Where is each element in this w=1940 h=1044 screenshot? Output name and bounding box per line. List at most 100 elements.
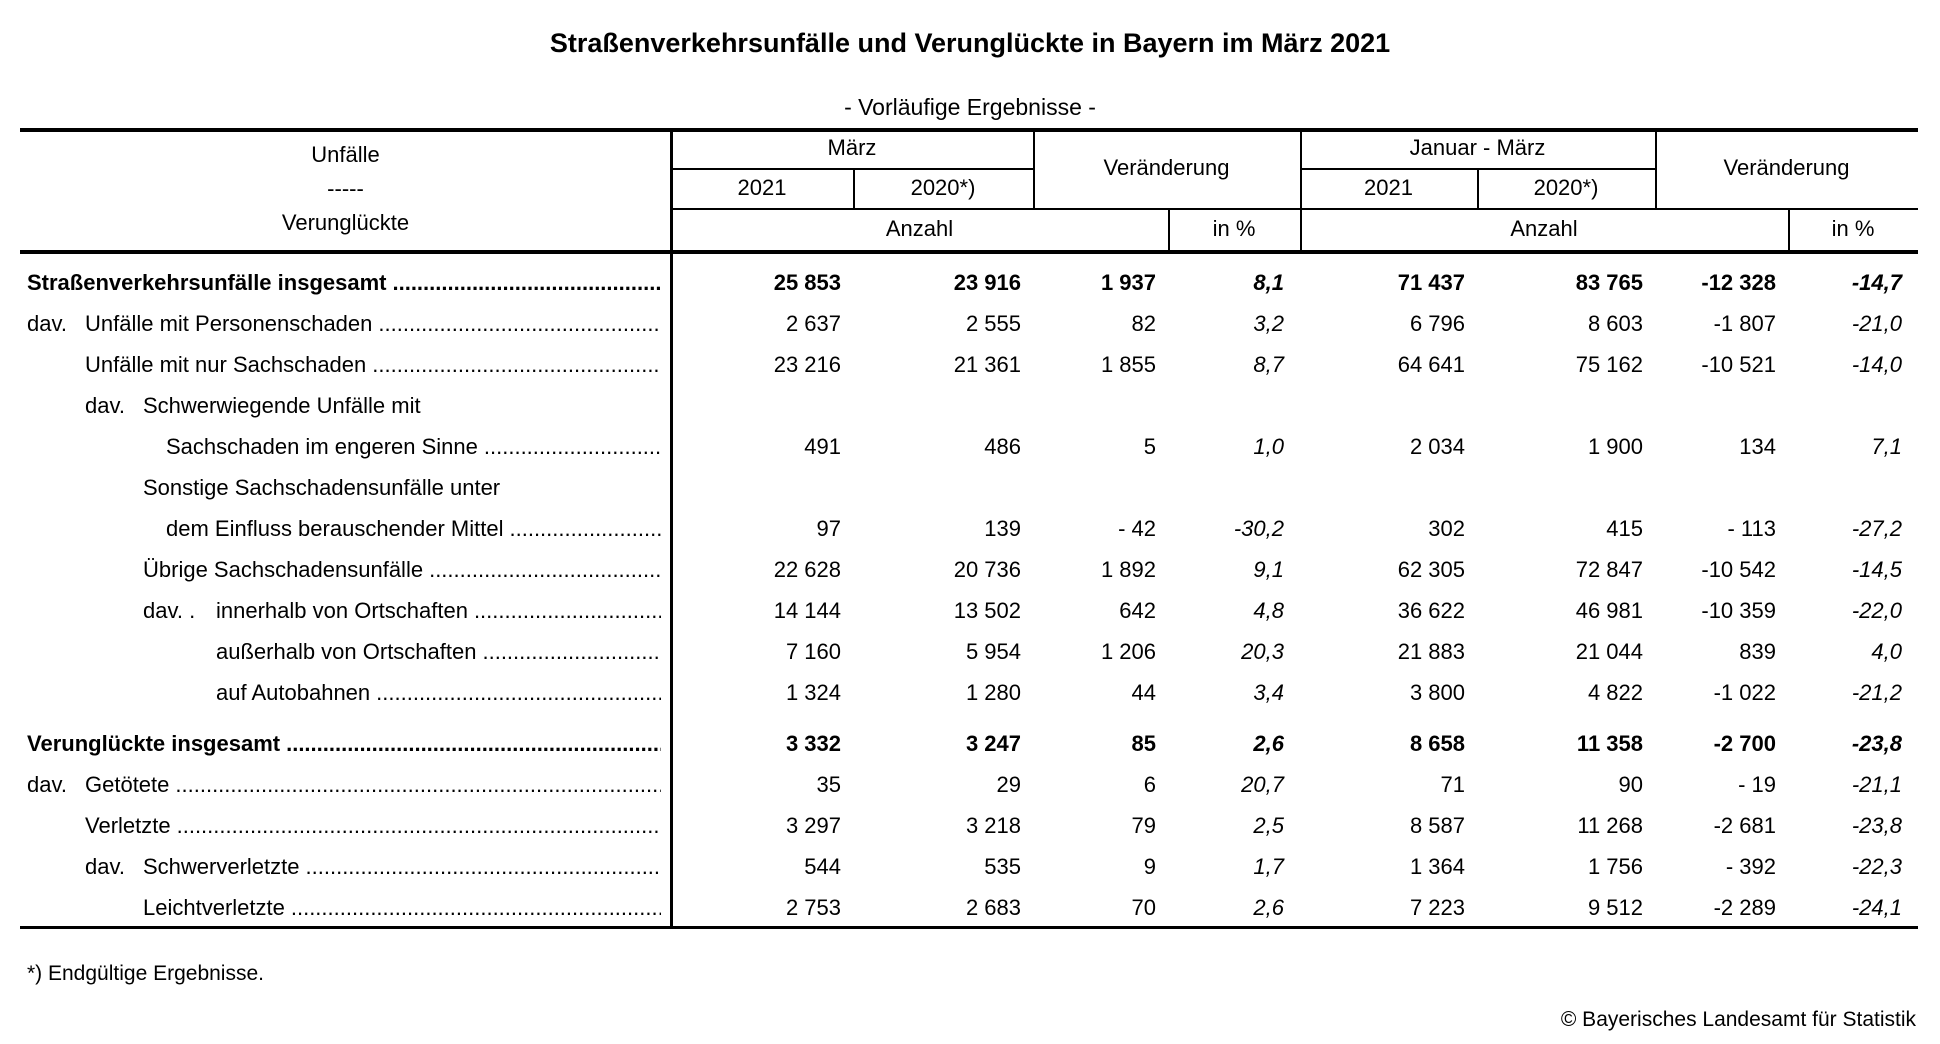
table-row: dav. Schwerverletzte 544 535 9 1,7 1 364 1 756 -… [20,846,1918,887]
value-cell: 13 502 [953,597,1021,623]
copyright-notice: © Bayerisches Landesamt für Statistik [1560,1008,1916,1031]
value-cell: -22,3 [1851,853,1902,879]
value-cell: 23 216 [773,351,841,377]
row-label-text: Übrige Sachschadensunfälle [143,557,424,582]
stub-header-line1: Unfälle [311,142,380,167]
table-row: außerhalb von Ortschaften 7 160 5 954 1 206… [20,631,1918,672]
value-cell: 75 162 [1575,351,1643,377]
table-border-top [20,128,1918,132]
table-row: dav. Getötete 35 29 6 20,7 71 90 - 19 -21,1 [20,764,1918,805]
row-label: Straßenverkehrsunfälle insgesamt [20,262,671,303]
value-cell: 8,1 [1253,269,1284,295]
value-cell: -21,0 [1851,310,1902,336]
row-prefix: dav. . [143,598,196,623]
value-cell: 4 822 [1587,679,1643,705]
table-border [1788,208,1790,250]
value-cell: 9,1 [1253,556,1284,582]
value-cell: -14,7 [1851,269,1902,295]
value-cell: -23,8 [1851,730,1902,756]
value-cell: 1 364 [1409,853,1465,879]
value-cell: 7,1 [1871,433,1902,459]
value-cell: 8 658 [1409,730,1465,756]
table-body: Straßenverkehrsunfälle insgesamt 25 853 23… [20,254,1918,926]
table-border [1655,128,1657,208]
value-cell: 21 044 [1575,638,1643,664]
row-label-text: Straßenverkehrsunfälle insgesamt [27,270,387,295]
row-label-text: Unfälle mit Personenschaden [85,311,373,336]
row-prefix: dav. [85,393,125,418]
value-cell: 5 954 [965,638,1021,664]
report-subtitle: - Vorläufige Ergebnisse - [844,94,1096,120]
value-cell: 35 [816,771,841,797]
value-cell: 2 637 [785,310,841,336]
row-label-text: Schwerverletzte [143,854,300,879]
value-cell: 415 [1606,515,1643,541]
value-cell: 3 332 [785,730,841,756]
value-cell: 20,7 [1241,771,1284,797]
column-group-change-2: Veränderung [1723,155,1850,180]
unit-header-count-1: Anzahl [885,216,954,241]
value-cell: 8,7 [1253,351,1284,377]
value-cell: 1,7 [1253,853,1284,879]
table-row: Straßenverkehrsunfälle insgesamt 25 853 23… [20,262,1918,303]
column-header-march-2020: 2020*) [910,175,976,200]
value-cell: 1 937 [1100,269,1156,295]
table-border-stub [670,128,673,929]
row-label: dem Einfluss berauschender Mittel [20,508,671,549]
value-cell: 1 324 [785,679,841,705]
row-label: Leichtverletzte [20,887,671,928]
value-cell: 6 [1143,771,1156,797]
value-cell: 72 847 [1575,556,1643,582]
row-label-text: Sachschaden im engeren Sinne [166,434,478,459]
row-prefix: dav. [85,854,125,879]
value-cell: 9 [1143,853,1156,879]
value-cell: 71 437 [1397,269,1465,295]
report-title: Straßenverkehrsunfälle und Verunglückte … [549,28,1391,58]
value-cell: 2,5 [1253,812,1284,838]
row-label: dav. Schwerverletzte [20,846,671,887]
row-prefix: dav. [27,311,67,336]
row-label-text: Getötete [85,772,170,797]
stub-header: Unfälle ----- Verunglückte [20,128,671,250]
column-header-jan-march-2021: 2021 [1364,175,1413,200]
stub-header-divider: ----- [327,176,364,201]
row-label: dav. Getötete [20,764,671,805]
table-border-header-bottom [20,250,1918,254]
value-cell: -10 542 [1701,556,1776,582]
column-header-jan-march-2020: 2020*) [1533,175,1599,200]
row-label-text: Schwerwiegende Unfälle mit [143,393,421,418]
table-border [1033,128,1035,208]
value-cell: 3 218 [965,812,1021,838]
table-row: Unfälle mit nur Sachschaden 23 216 21 361 1… [20,344,1918,385]
dotted-leader [510,508,662,549]
value-cell: 83 765 [1575,269,1643,295]
value-cell: 36 622 [1397,597,1465,623]
value-cell: 70 [1131,894,1156,920]
value-cell: 64 641 [1397,351,1465,377]
value-cell: 2 034 [1409,433,1465,459]
column-group-change-1: Veränderung [1103,155,1230,180]
value-cell: 8 587 [1409,812,1465,838]
value-cell: 4,0 [1871,638,1902,664]
value-cell: - 113 [1727,515,1776,541]
row-label-text: dem Einfluss berauschender Mittel [166,516,504,541]
value-cell: 11 358 [1576,730,1643,756]
row-label-text: außerhalb von Ortschaften [216,639,477,664]
value-cell: 1 855 [1100,351,1156,377]
value-cell: 97 [816,515,841,541]
value-cell: 491 [804,433,841,459]
column-header-march-2021: 2021 [737,175,787,200]
value-cell: 1 892 [1100,556,1156,582]
row-label: dav. . innerhalb von Ortschaften [20,590,671,631]
table-border [1168,208,1170,250]
table-row: dav. . innerhalb von Ortschaften 14 144 13 … [20,590,1918,631]
value-cell: -14,0 [1851,351,1902,377]
value-cell: 1 756 [1587,853,1643,879]
row-label: außerhalb von Ortschaften [20,631,671,672]
value-cell: - 19 [1738,771,1776,797]
value-cell: 9 512 [1587,894,1643,920]
table-row: dav. Unfälle mit Personenschaden 2 637 2 55… [20,303,1918,344]
table-row: Sonstige Sachschadensunfälle unter [20,467,1918,508]
value-cell: -10 521 [1701,351,1776,377]
